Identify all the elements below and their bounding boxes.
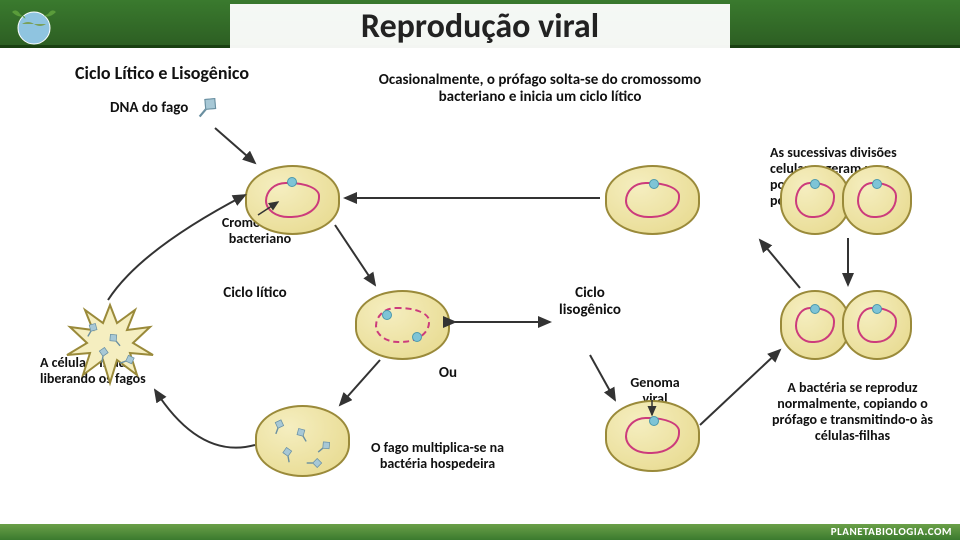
cell-dividing-bottom xyxy=(780,165,915,235)
label-ciclo-litico: Ciclo lítico xyxy=(210,285,300,302)
subtitle: Ciclo Lítico e Lisogênico xyxy=(75,62,249,84)
globe-leaf-icon xyxy=(10,2,58,50)
phage-injecting xyxy=(193,95,219,122)
cell-genoma xyxy=(605,400,700,472)
cell-lytic-replicate xyxy=(255,405,350,477)
label-ciclo-lisogenico: Ciclo lisogênico xyxy=(545,285,635,320)
cell-lysis xyxy=(55,295,165,390)
label-occasionally: Ocasionalmente, o prófago solta-se do cr… xyxy=(365,72,715,107)
cell-infection xyxy=(245,165,340,235)
cell-lytic-mid xyxy=(355,290,450,360)
label-reproduz: A bactéria se reproduz normalmente, copi… xyxy=(760,380,945,444)
label-dna-fago: DNA do fago xyxy=(110,100,188,117)
label-multiplica: O fago multiplica-se na bactéria hospede… xyxy=(350,440,525,472)
footer-brand: PLANETABIOLOGIA.COM xyxy=(0,524,960,540)
label-ou: Ou xyxy=(428,365,468,382)
cell-dividing-top xyxy=(780,290,915,360)
page-title: Reprodução viral xyxy=(230,4,730,49)
cell-prophage-top xyxy=(605,165,700,235)
